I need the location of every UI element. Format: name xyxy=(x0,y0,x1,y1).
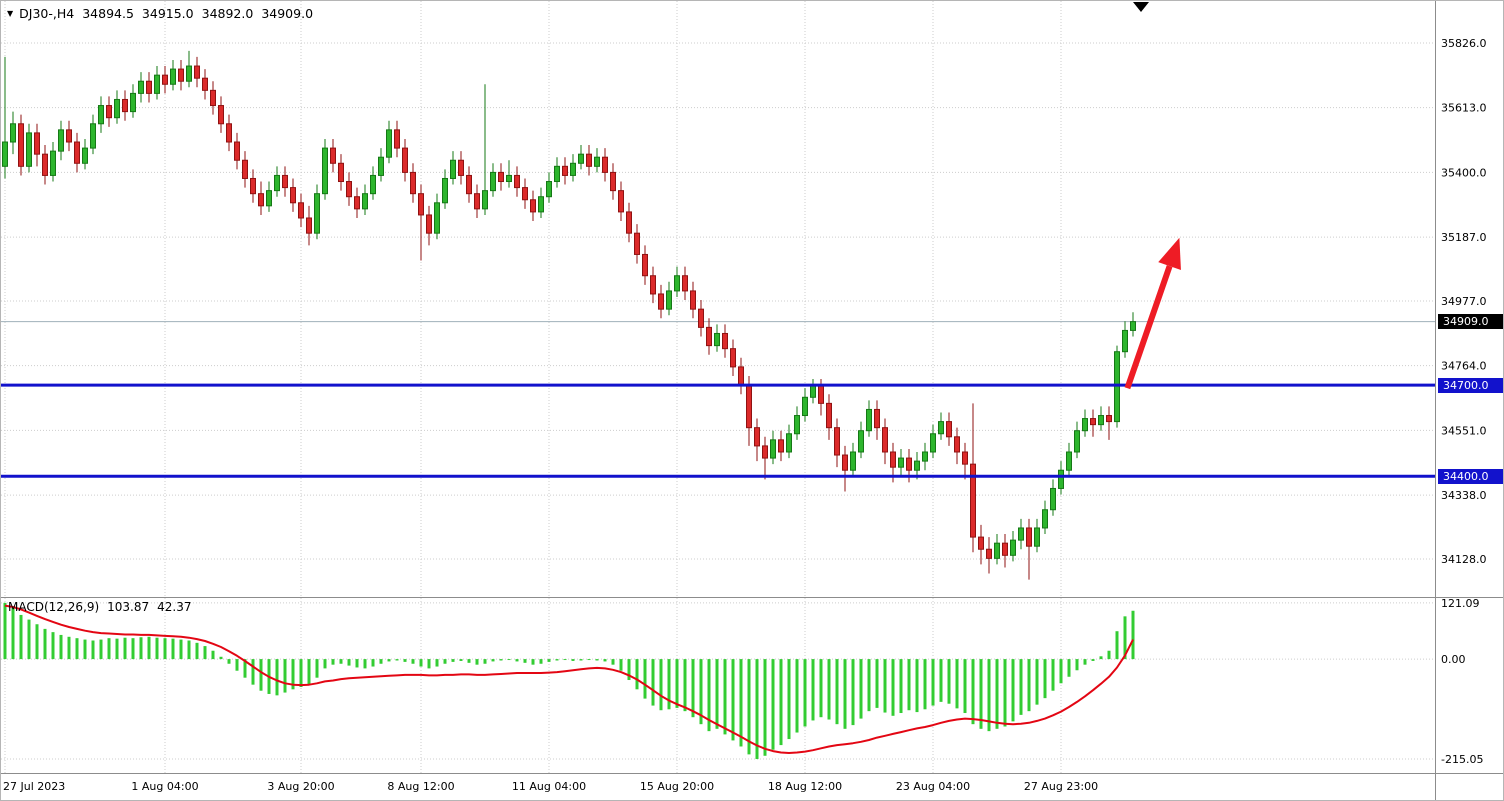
svg-text:1 Aug 04:00: 1 Aug 04:00 xyxy=(131,780,198,793)
horizontal-level-lines[interactable] xyxy=(1,383,1435,478)
gridlines xyxy=(1,1,1435,774)
macd-signal-line xyxy=(4,604,1134,754)
ohlc-low-value: 34892.0 xyxy=(201,6,254,21)
indicator-label: MACD(12,26,9) 103.87 42.37 xyxy=(8,600,192,614)
indicator-name: MACD(12,26,9) xyxy=(8,600,100,614)
symbol-info: ▼ DJ30-,H4 34894.5 34915.0 34892.0 34909… xyxy=(7,6,313,21)
svg-text:34764.0: 34764.0 xyxy=(1441,360,1487,373)
svg-text:-215.05: -215.05 xyxy=(1441,753,1483,766)
svg-text:35613.0: 35613.0 xyxy=(1441,102,1487,115)
candles xyxy=(2,50,1136,580)
ohlc-open-value: 34894.5 xyxy=(82,6,134,21)
svg-text:35187.0: 35187.0 xyxy=(1441,231,1487,244)
svg-text:35400.0: 35400.0 xyxy=(1441,166,1487,179)
indicator-signal-value: 42.37 xyxy=(157,600,192,614)
svg-text:15 Aug 20:00: 15 Aug 20:00 xyxy=(640,780,714,793)
trend-arrow[interactable] xyxy=(1124,237,1181,390)
svg-text:8 Aug 12:00: 8 Aug 12:00 xyxy=(387,780,454,793)
ohlc-high-value: 34915.0 xyxy=(141,6,194,21)
support-level-badge: 34400.0 xyxy=(1438,468,1503,484)
svg-text:34338.0: 34338.0 xyxy=(1441,489,1487,502)
ohlc-close-value: 34909.0 xyxy=(261,6,314,21)
svg-text:23 Aug 04:00: 23 Aug 04:00 xyxy=(896,780,970,793)
svg-text:34128.0: 34128.0 xyxy=(1441,553,1487,566)
symbol-dropdown-triangle-icon[interactable]: ▼ xyxy=(7,9,14,18)
current-price-badge: 34909.0 xyxy=(1438,314,1503,330)
svg-text:35826.0: 35826.0 xyxy=(1441,37,1487,50)
svg-text:27 Aug 23:00: 27 Aug 23:00 xyxy=(1024,780,1098,793)
top-marker-icon[interactable] xyxy=(1133,2,1149,12)
date-axis-labels: 27 Jul 2023 1 Aug 04:00 3 Aug 20:00 8 Aug 1… xyxy=(3,780,1098,793)
price-axis-labels: 35826.0 35613.0 35400.0 35187.0 34977.0 34764… xyxy=(1441,37,1487,766)
svg-text:34551.0: 34551.0 xyxy=(1441,424,1487,437)
svg-text:34977.0: 34977.0 xyxy=(1441,295,1487,308)
svg-text:0.00: 0.00 xyxy=(1441,653,1466,666)
indicator-main-value: 103.87 xyxy=(107,600,150,614)
symbol-name: DJ30-,H4 xyxy=(19,6,75,21)
svg-text:3 Aug 20:00: 3 Aug 20:00 xyxy=(267,780,334,793)
svg-text:27 Jul 2023: 27 Jul 2023 xyxy=(3,780,65,793)
svg-text:121.09: 121.09 xyxy=(1441,597,1480,610)
macd-histogram xyxy=(3,602,1135,760)
svg-text:11 Aug 04:00: 11 Aug 04:00 xyxy=(512,780,586,793)
resistance-level-badge: 34700.0 xyxy=(1438,377,1503,393)
svg-text:18 Aug 12:00: 18 Aug 12:00 xyxy=(768,780,842,793)
